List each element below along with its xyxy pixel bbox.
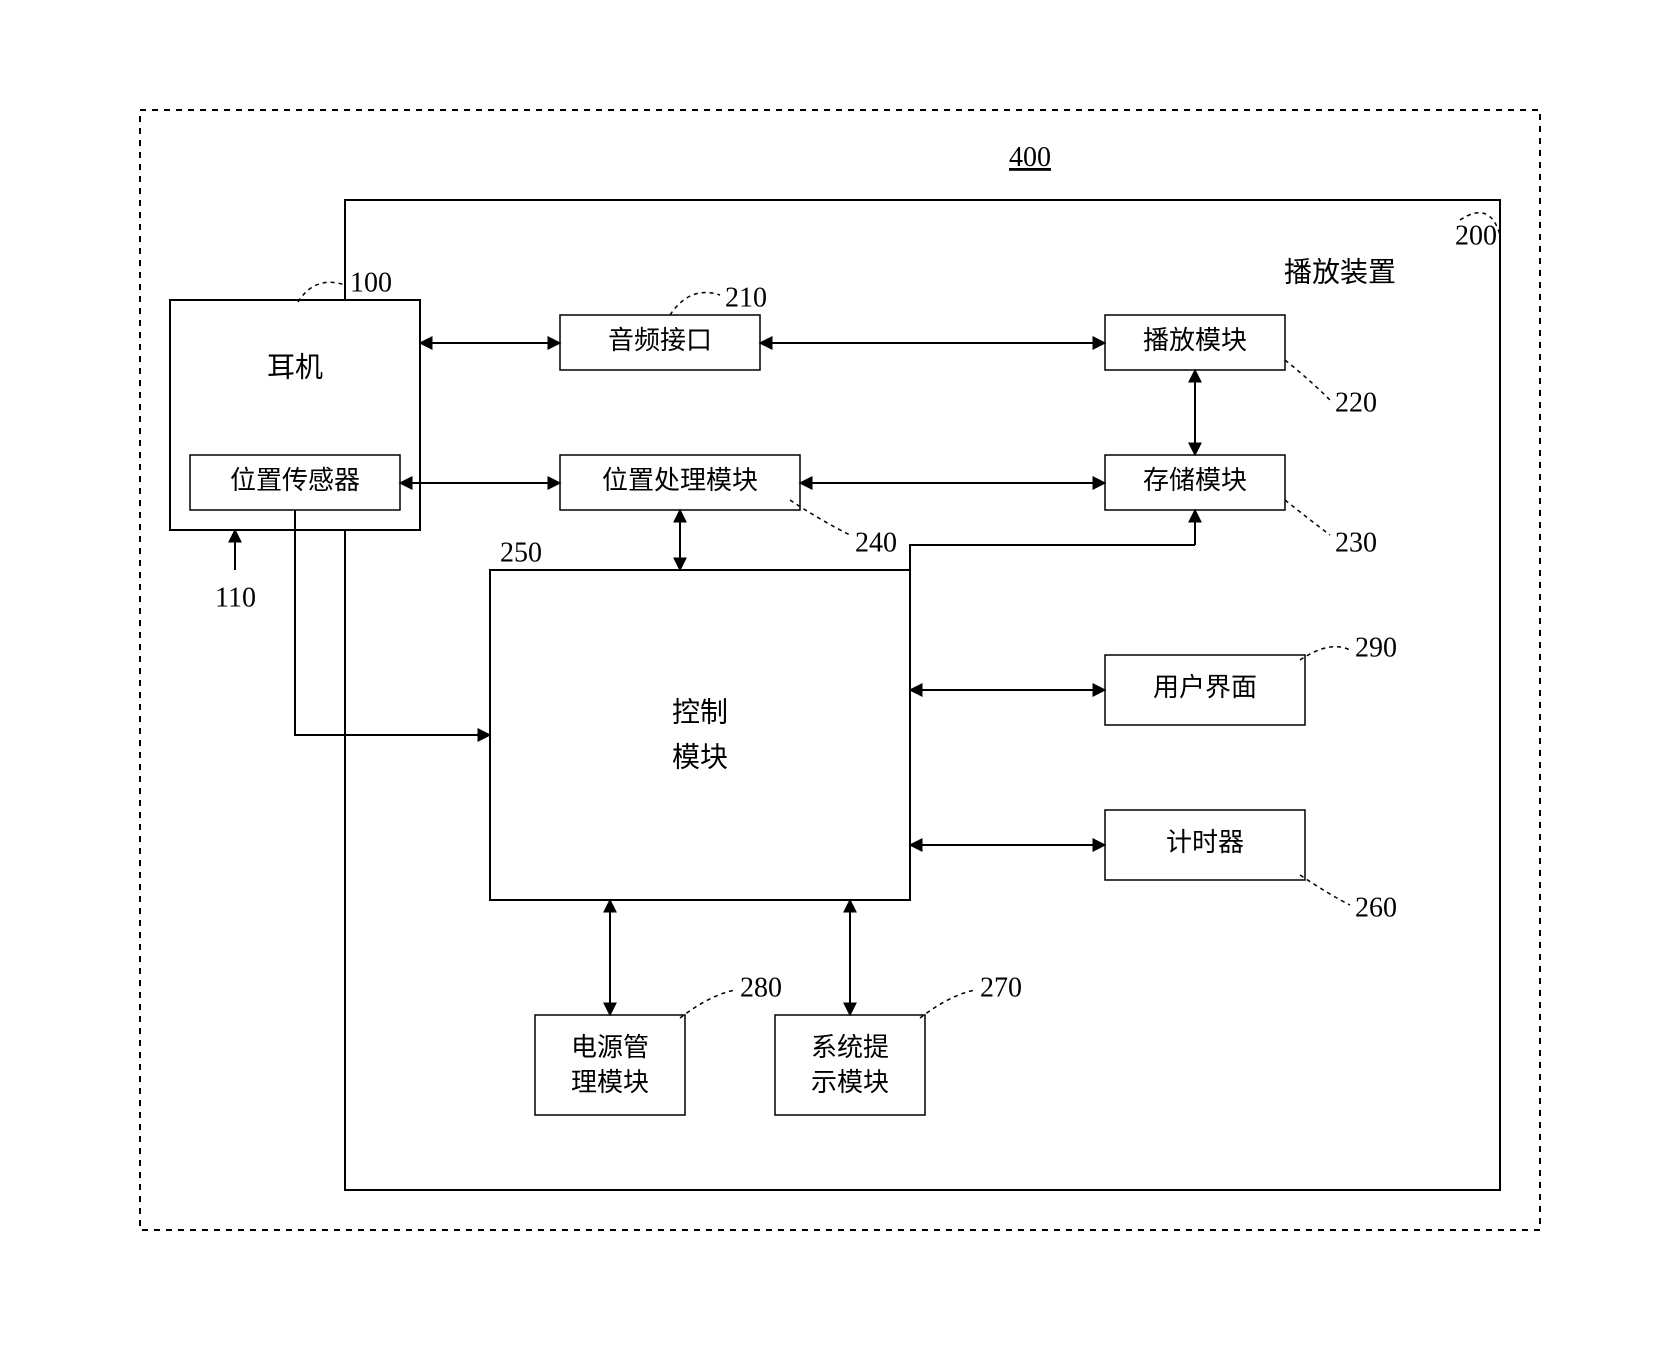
sysprompt-label-2: 示模块: [811, 1068, 889, 1097]
position-sensor-label: 位置传感器: [230, 466, 360, 495]
ref-200: 200: [1455, 220, 1497, 251]
ref-220: 220: [1335, 387, 1377, 418]
headset-label: 耳机: [267, 351, 323, 383]
ref-230: 230: [1335, 527, 1377, 558]
playback-device-label: 播放装置: [1284, 256, 1396, 288]
ref-210: 210: [725, 282, 767, 313]
control-label-1: 控制: [672, 696, 728, 728]
sysprompt-label-1: 系统提: [811, 1033, 889, 1062]
power-label-2: 理模块: [571, 1068, 649, 1097]
ref-240: 240: [855, 527, 897, 558]
power-label-1: 电源管: [571, 1033, 649, 1062]
storage-label: 存储模块: [1143, 466, 1247, 495]
ref-100: 100: [350, 267, 392, 298]
block-diagram: 400 播放装置 200 耳机 100 位置传感器 110 音频接口 210 播…: [0, 0, 1676, 1348]
ref-110: 110: [215, 582, 256, 613]
ui-label: 用户界面: [1153, 673, 1257, 702]
figure-ref: 400: [1009, 142, 1051, 173]
ref-290: 290: [1355, 632, 1397, 663]
timer-label: 计时器: [1166, 828, 1244, 857]
sysprompt-box: [775, 1015, 925, 1115]
ref-280: 280: [740, 972, 782, 1003]
ref-260: 260: [1355, 892, 1397, 923]
power-box: [535, 1015, 685, 1115]
control-box: [490, 570, 910, 900]
play-module-label: 播放模块: [1143, 326, 1247, 355]
ref-250: 250: [500, 537, 542, 568]
control-label-2: 模块: [672, 741, 728, 773]
pos-proc-label: 位置处理模块: [602, 466, 758, 495]
ref-270: 270: [980, 972, 1022, 1003]
audio-interface-label: 音频接口: [608, 326, 712, 355]
